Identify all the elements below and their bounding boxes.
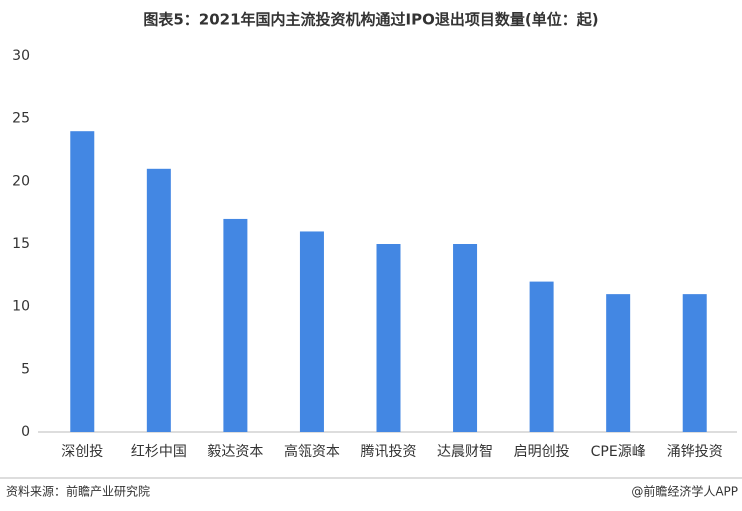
y-tick-label: 20 (12, 173, 30, 189)
bar (376, 244, 401, 432)
chart-title: 图表5：2021年国内主流投资机构通过IPO退出项目数量(单位：起) (143, 11, 598, 29)
x-tick-label: 腾讯投资 (361, 443, 417, 460)
x-tick-label: 达晨财智 (437, 444, 493, 460)
x-tick-label: 启明创投 (514, 444, 570, 460)
bar (299, 231, 324, 432)
bar (682, 294, 707, 432)
x-tick-label: 高瓴资本 (284, 443, 340, 460)
x-tick-label: 涌铧投资 (667, 444, 723, 460)
y-tick-label: 10 (12, 299, 30, 315)
x-tick-label: 深创投 (61, 444, 103, 460)
y-tick-label: 15 (12, 236, 30, 252)
bar (146, 168, 171, 433)
bar (606, 294, 631, 432)
x-tick-label: 红杉中国 (131, 444, 187, 460)
y-tick-label: 30 (12, 48, 30, 64)
y-tick-label: 0 (21, 424, 30, 440)
bar (223, 218, 248, 432)
bar (70, 131, 95, 432)
source: 资料来源：前瞻产业研究院 (6, 484, 150, 499)
credit: @前瞻经济学人APP (631, 484, 738, 499)
x-tick-label: CPE源峰 (591, 444, 646, 460)
y-tick-label: 25 (12, 111, 30, 127)
y-tick-label: 5 (21, 361, 30, 377)
x-tick-label: 毅达资本 (207, 443, 263, 460)
bar (453, 244, 478, 432)
bar (529, 281, 554, 432)
